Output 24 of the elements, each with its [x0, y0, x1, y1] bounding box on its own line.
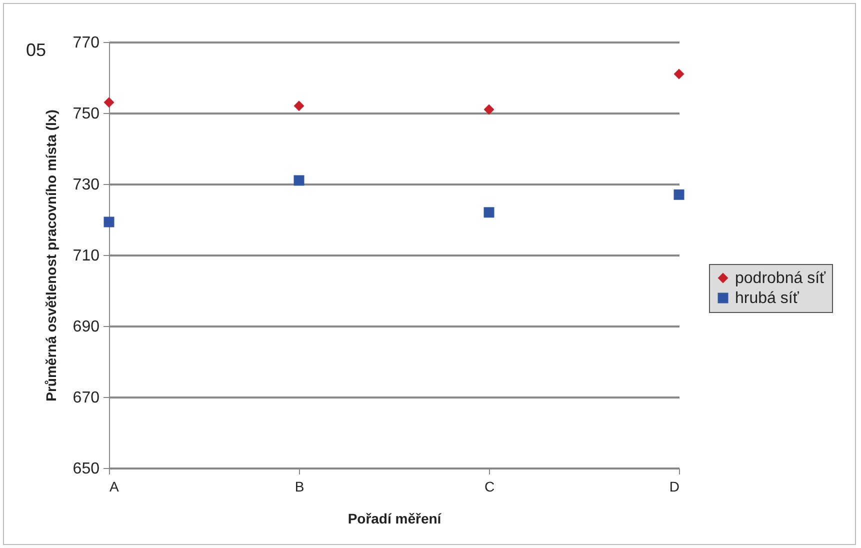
point	[674, 189, 684, 200]
y-tick-label: 710	[72, 248, 100, 264]
y-tick-label: 650	[72, 460, 100, 478]
x-tick-label: B	[294, 478, 304, 494]
point	[294, 175, 304, 186]
legend-label: hrubá síť	[735, 290, 800, 307]
x-axis-title: Pořadí měření	[348, 510, 442, 526]
x-tick-label: D	[669, 478, 680, 494]
point	[104, 216, 114, 228]
point	[484, 104, 494, 115]
y-tick-label: 730	[72, 176, 100, 194]
y-tick-label: 690	[72, 318, 100, 336]
legend-label: podrobná síť	[735, 270, 827, 287]
point	[294, 100, 304, 112]
text: 05	[26, 40, 46, 61]
point	[674, 68, 684, 80]
y-tick-label: 750	[72, 106, 100, 122]
y-tick-label: 770	[72, 34, 100, 52]
x-tick-label: A	[110, 478, 120, 494]
y-tick-label: 670	[72, 390, 100, 406]
x-tick-label: C	[484, 478, 495, 494]
point	[484, 207, 494, 218]
point	[104, 97, 114, 108]
y-axis-title: Průměrná osvětlenost pracovního místa (lx)	[42, 110, 59, 402]
